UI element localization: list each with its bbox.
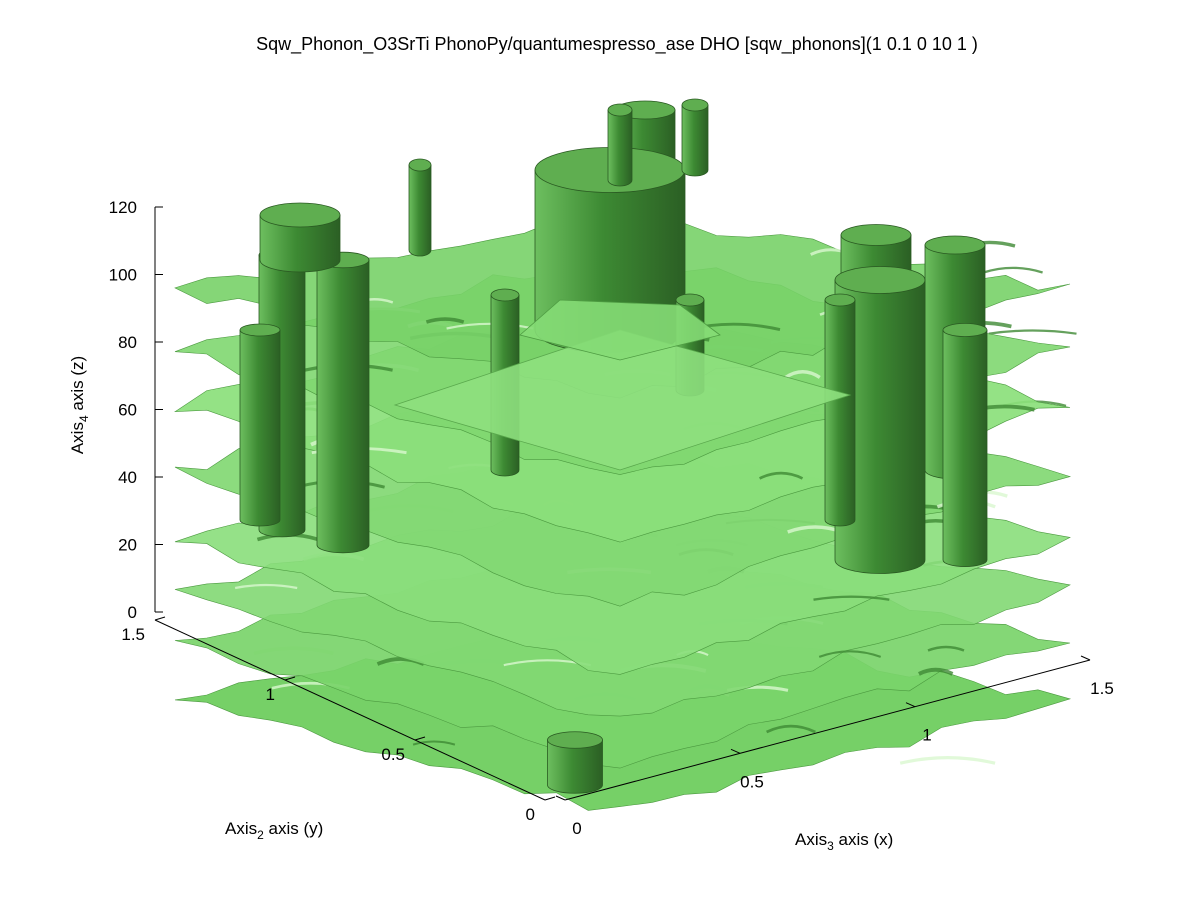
z-tick-label: 80 (118, 333, 137, 352)
isosurface-ripple (818, 650, 882, 658)
y-axis-label: Axis2 axis (y) (225, 819, 323, 842)
isosurface-ripple (983, 266, 1043, 274)
z-axis-label: Axis4 axis (z) (68, 356, 91, 454)
x-tick (730, 748, 741, 754)
isosurface-pillar-cap (942, 322, 988, 337)
isosurface (173, 98, 1077, 811)
isosurface-ripple (234, 583, 298, 590)
isosurface-ripple (899, 755, 996, 765)
isosurface-ripple (412, 740, 456, 746)
z-tick-label: 120 (109, 198, 137, 217)
isosurface-pillar (824, 299, 856, 527)
isosurface-pillar-cap (408, 158, 432, 172)
isosurface-pillar-cap (840, 224, 912, 246)
z-tick-label: 40 (118, 468, 137, 487)
isosurface-pillar (239, 329, 281, 527)
y-tick-label: 0.5 (381, 745, 405, 764)
chart-title: Sqw_Phonon_O3SrTi PhonoPy/quantumespress… (256, 34, 978, 55)
isosurface-pillar-cap (490, 288, 520, 302)
isosurface-pillar-cap (239, 323, 281, 337)
isosurface-pillar (681, 104, 709, 177)
x-tick (555, 795, 566, 801)
isosurface-ripple (784, 370, 821, 379)
ticks: 0 20 40 60 80 100 120 0 0.5 1 1.5 0 0.5 1 1.5 (109, 198, 1114, 838)
isosurface-pillar (547, 739, 603, 794)
isosurface-ripple (918, 667, 954, 676)
y-tick (284, 676, 296, 681)
isosurface-pillar (607, 109, 633, 187)
isosurface-pillar-cap (607, 103, 633, 117)
x-tick-label: 0 (572, 819, 581, 838)
isosurface-pillar-cap (924, 235, 986, 255)
isosurface-pillar-cap (675, 293, 705, 307)
x-tick-label: 1 (922, 726, 931, 745)
isosurface-plateau (393, 329, 852, 471)
z-tick-label: 0 (128, 603, 137, 622)
isosurface-pillar-cap (547, 731, 603, 749)
y-tick (154, 616, 166, 621)
isosurface-ripple (759, 471, 804, 480)
x-tick-label: 0.5 (740, 772, 764, 791)
isosurface-ripple (446, 322, 534, 330)
isosurface-ripple (766, 724, 816, 734)
isosurface-pillar (834, 279, 926, 574)
isosurface-ripple (988, 329, 1077, 335)
y-tick-label: 1.5 (121, 625, 145, 644)
y-tick-label: 0 (526, 805, 535, 824)
isosurface-pillar (408, 164, 432, 257)
isosurface-pillar (316, 259, 370, 554)
z-tick-label: 20 (118, 536, 137, 555)
isosurface-pillar-cap (681, 98, 709, 112)
y-tick-label: 1 (266, 685, 275, 704)
z-tick-label: 60 (118, 401, 137, 420)
isosurface-pillar-cap (259, 202, 341, 228)
x-axis-line (564, 659, 1091, 801)
isosurface-ripple (425, 317, 465, 324)
x-axis-label: Axis3 axis (x) (795, 830, 893, 853)
y-tick (414, 736, 426, 741)
isosurface-pillar-cap (834, 266, 926, 294)
isosurface-ripple (927, 645, 965, 652)
isosurface-plateau (519, 299, 721, 361)
isosurface-pillar (259, 214, 341, 273)
y-tick (544, 796, 556, 801)
x-tick (905, 702, 916, 708)
x-tick-label: 1.5 (1090, 679, 1114, 698)
x-tick (1080, 655, 1091, 661)
isosurface-ripple (813, 595, 890, 601)
y-axis-line (154, 619, 546, 801)
z-tick-label: 100 (109, 266, 137, 285)
isosurface-pillar (942, 329, 988, 567)
isosurface-pillar-cap (824, 293, 856, 307)
